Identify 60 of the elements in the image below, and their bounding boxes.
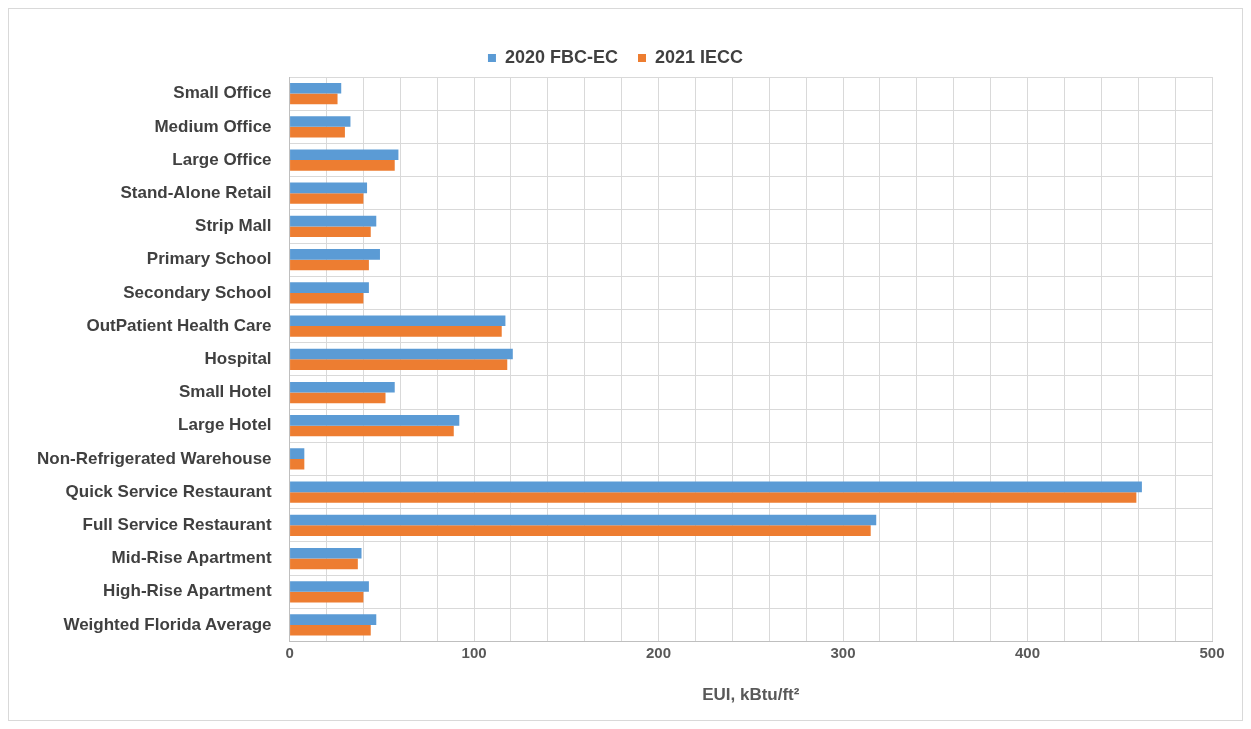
bar	[290, 624, 371, 636]
bar	[290, 348, 513, 360]
bar	[290, 392, 386, 404]
bar	[290, 591, 364, 603]
x-tick-label: 500	[1199, 643, 1225, 661]
y-tick-label: Primary School	[146, 249, 272, 269]
y-tick-label: Weighted Florida Average	[63, 614, 272, 634]
bar	[290, 259, 369, 271]
bar	[290, 93, 338, 105]
bar	[290, 292, 364, 304]
bar	[290, 481, 1142, 493]
bar	[290, 160, 395, 171]
y-tick-label: Medium Office	[154, 116, 272, 136]
bar	[290, 525, 871, 536]
bar	[290, 126, 345, 138]
y-tick-label: Mid-Rise Apartment	[111, 548, 272, 568]
y-tick-label: Full Service Restaurant	[82, 515, 272, 535]
y-tick-label: Non-Refrigerated Warehouse	[36, 448, 272, 468]
y-tick-label: Small Office	[173, 83, 272, 103]
bar	[290, 182, 368, 194]
bar	[290, 116, 351, 127]
bar	[290, 326, 502, 337]
bar	[290, 415, 460, 426]
x-tick-label: 0	[285, 643, 294, 661]
bar	[290, 492, 1137, 503]
bar	[290, 226, 371, 238]
bar	[290, 547, 362, 559]
bar	[290, 381, 395, 393]
bar	[290, 282, 369, 293]
y-tick-label: Large Hotel	[178, 415, 272, 435]
y-tick-label: Strip Mall	[195, 216, 272, 236]
legend-label: 2021 IECC	[654, 46, 744, 67]
y-tick-label: Quick Service Restaurant	[65, 481, 272, 501]
y-tick-label: Small Hotel	[178, 382, 272, 402]
y-tick-label: Large Office	[172, 149, 272, 169]
legend-label: 2020 FBC-EC	[504, 46, 618, 67]
bar	[290, 215, 377, 227]
y-tick-label: OutPatient Health Care	[86, 315, 272, 335]
bar	[290, 614, 377, 625]
bar	[290, 581, 369, 592]
bar	[290, 149, 399, 161]
x-axis-title: EUI, kBtu/ft²	[702, 685, 800, 705]
y-tick-label: Hospital	[204, 348, 272, 368]
x-tick-label: 300	[830, 643, 856, 661]
y-tick-label: Secondary School	[123, 282, 272, 302]
bar	[290, 359, 508, 370]
bar	[290, 193, 364, 204]
x-tick-label: 400	[1015, 643, 1041, 661]
bar	[290, 458, 305, 470]
x-tick-label: 100	[461, 643, 487, 661]
bar	[290, 425, 454, 437]
x-tick-label: 200	[646, 643, 672, 661]
bar	[290, 249, 380, 260]
bar	[290, 448, 305, 459]
bar	[290, 82, 342, 94]
bar	[290, 315, 506, 327]
bar	[290, 558, 358, 570]
y-tick-label: High-Rise Apartment	[103, 581, 272, 601]
bar	[290, 514, 877, 526]
y-tick-label: Stand-Alone Retail	[120, 182, 272, 202]
